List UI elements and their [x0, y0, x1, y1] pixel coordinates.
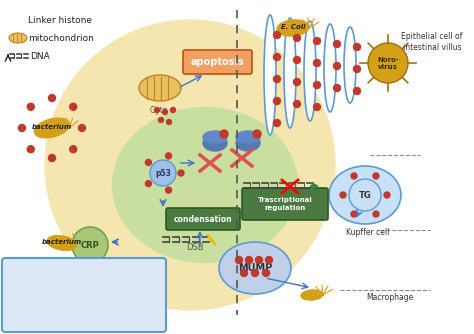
- Text: condensation: condensation: [173, 214, 232, 223]
- Ellipse shape: [45, 20, 335, 310]
- Circle shape: [79, 125, 85, 132]
- Text: Trascriptional
regulation: Trascriptional regulation: [258, 197, 312, 211]
- Circle shape: [313, 104, 320, 111]
- Circle shape: [18, 125, 26, 132]
- Circle shape: [340, 192, 346, 198]
- FancyBboxPatch shape: [242, 188, 328, 220]
- Circle shape: [155, 108, 159, 113]
- Circle shape: [373, 173, 379, 179]
- Text: mitochondrion: mitochondrion: [28, 33, 94, 42]
- Circle shape: [70, 146, 77, 153]
- Circle shape: [252, 270, 258, 277]
- Ellipse shape: [35, 118, 70, 138]
- Circle shape: [384, 192, 390, 198]
- Circle shape: [313, 59, 320, 66]
- Ellipse shape: [301, 290, 323, 300]
- Circle shape: [48, 95, 55, 102]
- Ellipse shape: [47, 235, 77, 250]
- Circle shape: [255, 257, 263, 264]
- Circle shape: [27, 103, 34, 110]
- FancyBboxPatch shape: [183, 50, 252, 74]
- Circle shape: [265, 257, 273, 264]
- Text: bacterium: bacterium: [42, 239, 82, 245]
- Circle shape: [236, 257, 243, 264]
- Circle shape: [334, 85, 340, 92]
- Circle shape: [273, 53, 281, 60]
- Circle shape: [27, 146, 34, 153]
- Text: DSB: DSB: [186, 242, 204, 252]
- Circle shape: [48, 155, 55, 162]
- Ellipse shape: [139, 75, 181, 101]
- FancyBboxPatch shape: [166, 208, 240, 230]
- Circle shape: [334, 62, 340, 69]
- Circle shape: [354, 65, 361, 72]
- FancyBboxPatch shape: [2, 258, 166, 332]
- Ellipse shape: [324, 24, 336, 112]
- Circle shape: [293, 78, 301, 86]
- Circle shape: [354, 43, 361, 50]
- Circle shape: [246, 257, 253, 264]
- Circle shape: [263, 270, 270, 277]
- Circle shape: [293, 101, 301, 108]
- Text: DNA: DNA: [30, 51, 50, 60]
- Circle shape: [351, 173, 357, 179]
- Circle shape: [220, 130, 228, 138]
- Circle shape: [72, 227, 108, 263]
- Circle shape: [240, 270, 247, 277]
- Circle shape: [273, 120, 281, 127]
- Ellipse shape: [304, 21, 316, 121]
- Circle shape: [146, 159, 151, 165]
- Ellipse shape: [277, 20, 309, 36]
- Circle shape: [165, 187, 172, 193]
- Text: Macrophage: Macrophage: [366, 294, 414, 303]
- Text: Kupffer cell: Kupffer cell: [346, 228, 390, 237]
- Circle shape: [273, 75, 281, 82]
- Text: Epithelial cell of
intestinal villus: Epithelial cell of intestinal villus: [401, 32, 463, 52]
- Text: bacterium: bacterium: [32, 124, 72, 130]
- Ellipse shape: [344, 27, 356, 103]
- Circle shape: [373, 211, 379, 217]
- Text: CRP: CRP: [81, 240, 100, 249]
- Circle shape: [293, 34, 301, 41]
- Circle shape: [171, 108, 175, 113]
- Ellipse shape: [284, 18, 296, 128]
- Circle shape: [253, 130, 261, 138]
- Ellipse shape: [9, 33, 27, 43]
- Circle shape: [313, 81, 320, 89]
- Text: apoptosis: apoptosis: [190, 57, 244, 67]
- Circle shape: [273, 31, 281, 38]
- Circle shape: [163, 110, 167, 115]
- Ellipse shape: [203, 135, 227, 151]
- Circle shape: [70, 103, 77, 110]
- Circle shape: [354, 88, 361, 95]
- Text: p53: p53: [155, 168, 171, 177]
- Circle shape: [146, 181, 151, 187]
- Circle shape: [349, 179, 381, 211]
- Circle shape: [178, 170, 184, 176]
- Ellipse shape: [264, 15, 276, 135]
- Ellipse shape: [203, 131, 227, 143]
- Text: E. Coli: E. Coli: [281, 24, 305, 30]
- Circle shape: [351, 211, 357, 217]
- Text: Linker histone: Linker histone: [28, 15, 92, 24]
- Circle shape: [313, 37, 320, 44]
- Circle shape: [273, 98, 281, 105]
- Circle shape: [158, 118, 164, 123]
- Ellipse shape: [112, 108, 298, 263]
- Ellipse shape: [329, 166, 401, 224]
- Circle shape: [165, 153, 172, 159]
- Text: MUMP: MUMP: [238, 263, 272, 273]
- Text: Noro-
virus: Noro- virus: [377, 56, 399, 69]
- Circle shape: [13, 309, 23, 319]
- Text: Cyto c: Cyto c: [150, 106, 174, 115]
- Ellipse shape: [236, 131, 260, 143]
- Ellipse shape: [219, 242, 291, 294]
- Circle shape: [150, 160, 176, 186]
- Circle shape: [368, 43, 408, 83]
- Circle shape: [334, 40, 340, 47]
- Text: TG: TG: [359, 190, 371, 199]
- Circle shape: [166, 120, 172, 125]
- Ellipse shape: [236, 135, 260, 151]
- Circle shape: [293, 56, 301, 63]
